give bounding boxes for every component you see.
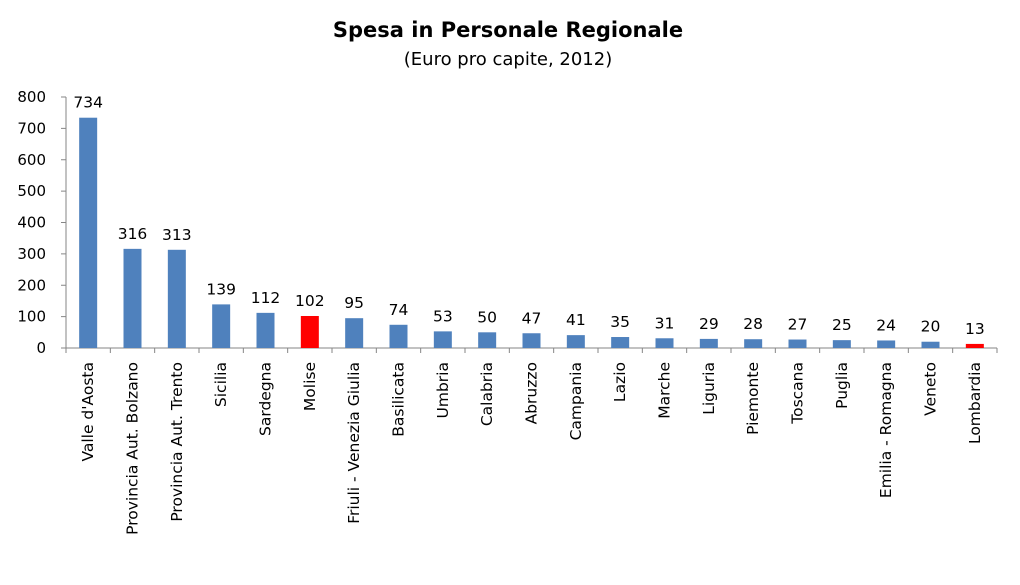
bar bbox=[832, 340, 851, 348]
data-label: 74 bbox=[389, 301, 409, 319]
y-tick-label: 300 bbox=[17, 245, 46, 263]
data-label: 29 bbox=[699, 315, 719, 333]
data-labels: 734 316 313 139 112 102 95 74 53 50 47 41 35 31 29 28 27… bbox=[73, 94, 984, 338]
category-label: Valle d'Aosta bbox=[79, 362, 97, 462]
category-label: Campania bbox=[567, 362, 585, 440]
bar bbox=[877, 340, 896, 348]
data-label: 41 bbox=[566, 311, 586, 329]
bar bbox=[788, 339, 807, 348]
bar bbox=[478, 332, 497, 348]
category-label: Veneto bbox=[922, 362, 940, 416]
bar bbox=[212, 304, 231, 348]
bar bbox=[921, 341, 940, 348]
y-tick-label: 100 bbox=[17, 308, 46, 326]
bar bbox=[389, 324, 408, 348]
data-label: 28 bbox=[743, 315, 763, 333]
category-label: Sicilia bbox=[212, 362, 230, 407]
data-label: 13 bbox=[965, 320, 985, 338]
category-label: Emilia - Romagna bbox=[877, 362, 895, 498]
bar bbox=[522, 333, 541, 348]
data-label: 24 bbox=[876, 316, 896, 334]
category-labels: Valle d'Aosta Provincia Aut. Bolzano Provi… bbox=[79, 362, 984, 535]
data-label: 139 bbox=[206, 280, 236, 298]
chart-title: Spesa in Personale Regionale bbox=[333, 18, 683, 42]
category-label: Lazio bbox=[611, 362, 629, 402]
category-label: Lombardia bbox=[966, 362, 984, 444]
data-label: 27 bbox=[788, 316, 808, 334]
category-label: Puglia bbox=[833, 362, 851, 409]
bar bbox=[655, 338, 674, 348]
data-label: 95 bbox=[344, 294, 364, 312]
chart-subtitle: (Euro pro capite, 2012) bbox=[404, 49, 612, 70]
category-label: Provincia Aut. Bolzano bbox=[124, 362, 142, 535]
category-label: Molise bbox=[301, 362, 319, 411]
y-tick-label: 800 bbox=[17, 88, 46, 106]
category-label: Abruzzo bbox=[523, 362, 541, 424]
category-label: Umbria bbox=[434, 362, 452, 418]
category-label: Friuli - Venezia Giulia bbox=[345, 362, 363, 524]
y-tick-label: 400 bbox=[17, 214, 46, 232]
bar bbox=[744, 339, 763, 348]
category-label: Sardegna bbox=[257, 362, 275, 436]
data-label: 316 bbox=[118, 225, 148, 243]
bar bbox=[123, 248, 142, 348]
category-label: Toscana bbox=[789, 362, 807, 425]
bar bbox=[611, 337, 630, 348]
data-label: 112 bbox=[251, 289, 281, 307]
bar bbox=[300, 315, 319, 348]
y-tick-label: 600 bbox=[17, 151, 46, 169]
category-label: Marche bbox=[656, 362, 674, 419]
category-label: Provincia Aut. Trento bbox=[168, 362, 186, 522]
bar bbox=[256, 312, 275, 348]
y-tick-label: 0 bbox=[36, 339, 46, 357]
bars bbox=[79, 117, 984, 349]
data-label: 47 bbox=[522, 309, 542, 327]
bar bbox=[699, 338, 718, 348]
y-tick-label: 500 bbox=[17, 182, 46, 200]
bar bbox=[167, 249, 186, 348]
bar bbox=[566, 335, 585, 348]
data-label: 102 bbox=[295, 292, 325, 310]
category-label: Basilicata bbox=[390, 362, 408, 437]
bar bbox=[79, 117, 98, 349]
data-label: 50 bbox=[477, 308, 497, 326]
y-tick-label: 200 bbox=[17, 276, 46, 294]
y-tick-label: 700 bbox=[17, 119, 46, 137]
bar bbox=[433, 331, 452, 348]
data-label: 313 bbox=[162, 226, 192, 244]
data-label: 35 bbox=[610, 313, 630, 331]
bar bbox=[965, 343, 984, 348]
category-label: Piemonte bbox=[744, 362, 762, 435]
data-label: 31 bbox=[655, 314, 675, 332]
bar bbox=[345, 318, 364, 348]
category-label: Liguria bbox=[700, 362, 718, 415]
data-label: 53 bbox=[433, 307, 453, 325]
data-label: 25 bbox=[832, 316, 852, 334]
category-label: Calabria bbox=[478, 362, 496, 426]
data-label: 20 bbox=[921, 318, 941, 336]
data-label: 734 bbox=[73, 94, 103, 112]
